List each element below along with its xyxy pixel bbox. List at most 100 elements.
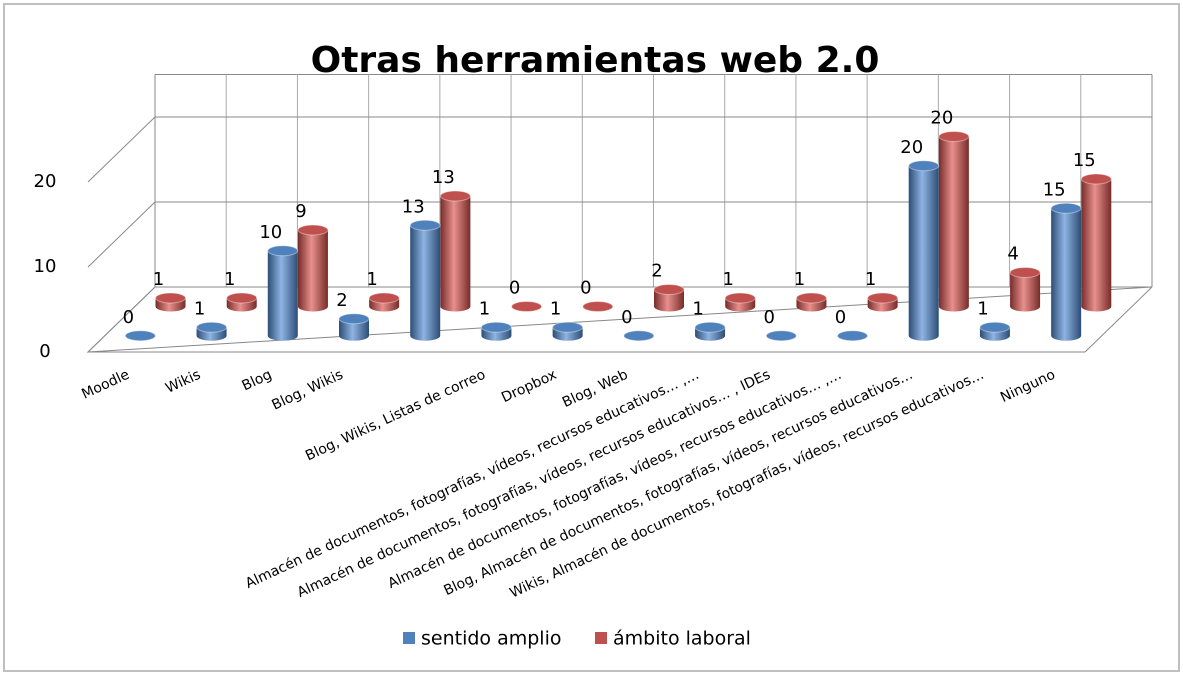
cylinder-top [837,330,868,342]
value-label: 2 [651,261,662,282]
cylinder-top [196,321,228,333]
value-label: 0 [835,307,846,328]
cylinder [938,131,970,312]
value-label: 15 [1043,179,1066,200]
value-label: 1 [224,269,235,290]
value-label: 2 [336,290,347,311]
cylinder-top [694,321,726,333]
cylinder [155,292,187,312]
cylinder [267,245,299,341]
value-label: 0 [509,278,520,299]
cylinder-top [155,292,187,304]
value-label: 15 [1073,150,1096,171]
value-label: 20 [900,137,923,158]
cylinder-top [795,292,827,304]
cylinder [1009,267,1041,312]
cylinder [867,292,899,312]
cylinder-top [653,284,685,295]
value-label: 0 [580,278,591,299]
cylinder [653,284,685,312]
cylinder-body [1081,179,1112,312]
grid-line [87,286,1152,353]
cylinder-top [1050,202,1082,214]
cylinder [908,160,940,341]
cylinder-top [368,292,400,304]
cylinder [694,321,726,341]
value-label: 1 [794,269,805,290]
value-label: 1 [692,298,703,319]
cylinder-top [867,292,899,304]
cylinder [623,330,655,342]
cylinder [196,321,228,341]
cylinder-top [297,224,329,236]
cylinder [439,190,471,312]
cylinder [124,330,156,342]
value-label: 1 [550,298,561,319]
cylinder-top [439,190,471,202]
cylinder-top [409,219,441,231]
legend-swatch [595,632,607,644]
cylinder [297,224,329,312]
cylinder-top [552,321,584,333]
value-label: 13 [402,196,425,217]
value-label: 10 [259,222,282,243]
value-label: 0 [764,307,775,328]
cylinder-top [582,301,614,312]
cylinder [837,330,868,342]
cylinder [409,219,441,341]
value-label: 1 [479,298,490,319]
cylinder-top [1009,267,1041,278]
cylinder-top [226,292,258,304]
cylinder-body [938,136,969,312]
grid-line [87,116,1152,183]
cylinder-top [979,321,1011,333]
cylinder [724,292,756,312]
legend-swatch [403,632,415,644]
y-tick-label: 20 [34,171,57,192]
value-label: 0 [621,307,632,328]
cylinder-top [511,301,543,312]
value-label: 1 [977,298,988,319]
grid-line [87,201,1152,268]
value-label: 9 [295,201,306,222]
cylinder [765,330,797,342]
cylinder [338,313,370,341]
cylinder-top [765,330,797,342]
value-label: 13 [432,167,455,188]
cylinder-body [440,196,471,312]
cylinder [226,292,258,312]
cylinder [480,321,512,341]
cylinder-body [908,165,939,341]
cylinder-body [297,230,328,312]
cylinder-top [623,330,655,342]
cylinder-top [124,330,156,342]
value-label: 20 [930,108,953,129]
cylinder-top [267,245,299,257]
cylinder [1050,202,1082,341]
value-label: 0 [123,307,134,328]
cylinder [368,292,400,312]
cylinder-body [267,250,298,341]
cylinder-body [339,318,369,341]
y-tick-label: 10 [34,256,57,277]
value-label: 4 [1007,244,1018,265]
cylinder [552,321,584,341]
cylinder [1080,173,1112,312]
cylinder [979,321,1011,341]
value-label: 1 [153,269,164,290]
cylinder-body [1010,272,1041,312]
cylinder-top [724,292,756,304]
cylinder-top [938,131,970,142]
cylinder [582,301,614,312]
cylinder-top [1080,173,1112,185]
cylinder [511,301,543,312]
legend-label: sentido amplio [421,628,561,650]
value-label: 1 [722,269,733,290]
cylinder-top [338,313,370,325]
cylinder-top [480,321,512,333]
cylinder-body [654,289,685,312]
legend-label: ámbito laboral [613,628,751,650]
cylinder-body [410,225,441,341]
cylinder-body [1051,208,1082,341]
